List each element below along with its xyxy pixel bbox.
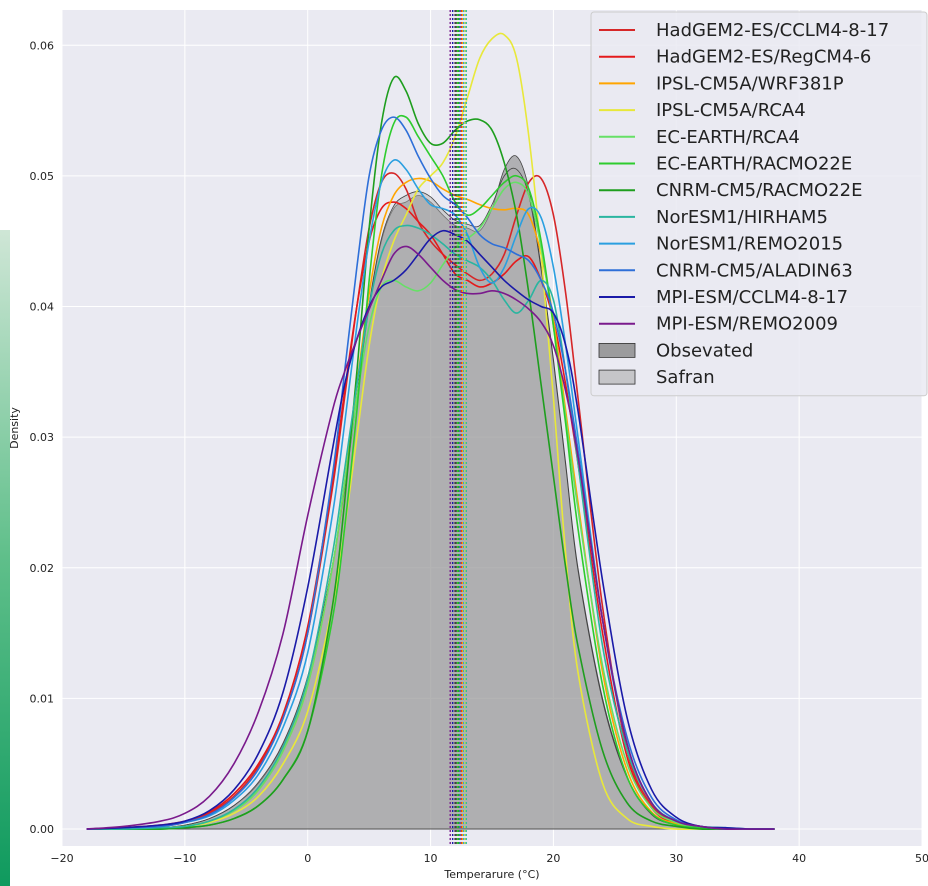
legend-label: CNRM-CM5/ALADIN63 — [656, 260, 853, 281]
series-line-6 — [86, 75, 775, 831]
x-axis-label: Temperarure (°C) — [443, 868, 539, 881]
legend-label: Safran — [656, 367, 715, 388]
legend-swatch — [598, 369, 636, 385]
x-tick-label: 40 — [792, 852, 806, 865]
x-tick-label: 10 — [424, 852, 438, 865]
legend-label: NorESM1/HIRHAM5 — [656, 207, 828, 228]
x-tick-label: 20 — [546, 852, 560, 865]
legend-label: HadGEM2-ES/CCLM4-8-17 — [656, 20, 889, 41]
series-line-10 — [86, 229, 775, 830]
y-tick-label: 0.03 — [30, 431, 55, 444]
legend-box — [590, 11, 928, 397]
series-line-3 — [86, 32, 775, 831]
x-tick-label: 0 — [304, 852, 311, 865]
x-tick-labels: −20 −10 0 10 20 30 40 50 — [50, 852, 928, 865]
y-tick-label: 0.05 — [30, 170, 55, 183]
x-tick-label: −10 — [173, 852, 196, 865]
y-tick-label: 0.01 — [30, 692, 55, 705]
legend-label: MPI-ESM/REMO2009 — [656, 314, 838, 335]
legend-label: EC-EARTH/RACMO22E — [656, 154, 852, 175]
y-tick-label: 0.00 — [30, 823, 55, 836]
y-axis-label: Density — [8, 407, 21, 449]
legend: HadGEM2-ES/CCLM4-8-17 HadGEM2-ES/RegCM4-6… — [590, 11, 928, 397]
legend-label: EC-EARTH/RCA4 — [656, 127, 800, 148]
legend-swatch — [598, 342, 636, 358]
legend-label: IPSL-CM5A/RCA4 — [656, 100, 806, 121]
mean-lines — [449, 10, 467, 846]
y-tick-label: 0.06 — [30, 39, 55, 52]
x-tick-label: −20 — [50, 852, 73, 865]
legend-label: HadGEM2-ES/RegCM4-6 — [656, 47, 871, 68]
left-edge-decoration — [0, 230, 10, 886]
filled-area-obsevated — [86, 155, 775, 830]
legend-label: MPI-ESM/CCLM4-8-17 — [656, 287, 848, 308]
legend-label: NorESM1/REMO2015 — [656, 234, 843, 255]
legend-label: IPSL-CM5A/WRF381P — [656, 73, 844, 94]
x-tick-label: 30 — [669, 852, 683, 865]
x-tick-label: 50 — [915, 852, 928, 865]
y-tick-labels: 0.00 0.01 0.02 0.03 0.04 0.05 0.06 — [30, 39, 55, 836]
filled-area-safran — [86, 167, 775, 830]
filled-density-areas — [86, 155, 775, 830]
legend-label: CNRM-CM5/RACMO22E — [656, 180, 863, 201]
series-line-11 — [86, 245, 775, 831]
y-tick-label: 0.04 — [30, 301, 55, 314]
legend-label: Obsevated — [656, 340, 753, 361]
y-tick-label: 0.02 — [30, 562, 55, 575]
